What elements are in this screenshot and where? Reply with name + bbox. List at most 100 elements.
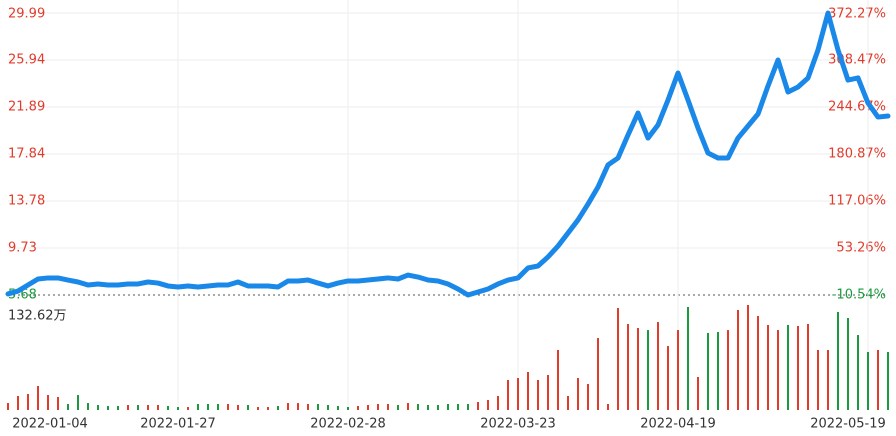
volume-bar: [817, 349, 819, 410]
volume-bar: [367, 405, 369, 410]
volume-bar: [767, 324, 769, 410]
volume-bar: [47, 395, 49, 410]
volume-tick-label: 132.62万: [8, 309, 67, 324]
volume-bar: [887, 351, 889, 410]
volume-bar: [377, 403, 379, 410]
x-tick-label: 2022-03-23: [480, 417, 556, 432]
volume-bar: [197, 403, 199, 410]
y-tick-label: 17.84: [8, 146, 45, 161]
y-tick-label: 21.89: [8, 99, 45, 114]
volume-bar: [747, 305, 749, 410]
volume-bar: [637, 327, 639, 410]
volume-bar: [187, 406, 189, 410]
volume-bar: [327, 405, 329, 410]
volume-bar: [247, 405, 249, 410]
volume-bar: [507, 379, 509, 410]
volume-bar: [477, 402, 479, 410]
volume-bar: [727, 330, 729, 410]
volume-bar: [67, 403, 69, 410]
volume-bar: [697, 376, 699, 410]
volume-bar: [57, 397, 59, 410]
volume-bar: [457, 403, 459, 410]
volume-bar: [147, 405, 149, 410]
volume-bar: [617, 308, 619, 410]
volume-bar: [307, 403, 309, 410]
volume-bar: [357, 405, 359, 410]
y2-tick-label: 117.06%: [828, 194, 886, 209]
volume-bar: [107, 405, 109, 410]
volume-bar: [807, 324, 809, 410]
volume-bar: [427, 405, 429, 410]
volume-bar: [587, 384, 589, 410]
volume-bar: [857, 335, 859, 410]
volume-bar: [667, 346, 669, 410]
volume-bar: [877, 349, 879, 410]
volume-bar: [387, 403, 389, 410]
volume-bar: [567, 395, 569, 410]
volume-bar: [497, 395, 499, 410]
volume-bar: [217, 403, 219, 410]
volume-bar: [267, 406, 269, 410]
volume-bar: [597, 338, 599, 410]
volume-bar: [97, 405, 99, 410]
volume-bar: [487, 400, 489, 410]
volume-bar: [677, 330, 679, 410]
volume-bar: [87, 403, 89, 410]
volume-bar: [827, 349, 829, 410]
y-tick-label: 29.99: [8, 7, 45, 22]
volume-bar: [227, 403, 229, 410]
volume-bar: [517, 378, 519, 410]
volume-bar: [687, 306, 689, 410]
volume-bar: [647, 330, 649, 410]
volume-bar: [127, 405, 129, 410]
volume-bar: [77, 395, 79, 410]
volume-bar: [337, 405, 339, 410]
volume-bar: [527, 371, 529, 410]
volume-bar: [837, 311, 839, 410]
x-tick-label: 2022-04-19: [640, 417, 716, 432]
volume-bar: [407, 403, 409, 410]
volume-bar: [627, 324, 629, 410]
x-tick-label: 2022-01-04: [12, 417, 88, 432]
y-tick-label: 9.73: [8, 241, 37, 256]
volume-bar: [167, 405, 169, 410]
volume-bar: [847, 318, 849, 410]
volume-bar: [157, 405, 159, 410]
volume-bar: [417, 403, 419, 410]
volume-bar: [317, 403, 319, 410]
volume-bar: [707, 332, 709, 410]
volume-bar: [657, 322, 659, 410]
volume-bar: [467, 403, 469, 410]
volume-bar: [557, 349, 559, 410]
volume-bar: [777, 330, 779, 410]
volume-bar: [297, 403, 299, 410]
volume-bar: [867, 351, 869, 410]
volume-bar: [117, 405, 119, 410]
volume-bar: [37, 386, 39, 410]
y-tick-label: 25.94: [8, 52, 45, 67]
volume-bar: [277, 405, 279, 410]
volume-bar: [177, 406, 179, 410]
volume-bar: [17, 395, 19, 410]
y2-tick-label: 53.26%: [836, 241, 886, 256]
volume-bar: [397, 405, 399, 410]
volume-bar: [7, 403, 9, 410]
volume-bar: [237, 405, 239, 410]
y2-tick-label: 308.47%: [828, 52, 886, 67]
volume-bar: [137, 405, 139, 410]
volume-bar: [547, 375, 549, 410]
volume-bar: [447, 403, 449, 410]
volume-bar: [577, 378, 579, 410]
x-tick-label: 2022-05-19: [810, 417, 886, 432]
price-line: [5, 10, 891, 298]
volume-bar: [737, 310, 739, 410]
volume-bar: [717, 332, 719, 410]
volume-bar: [607, 403, 609, 410]
volume-bar: [537, 379, 539, 410]
x-tick-label: 2022-01-27: [140, 417, 216, 432]
volume-bar: [257, 406, 259, 410]
y-tick-label: 13.78: [8, 194, 45, 209]
volume-bar: [287, 403, 289, 410]
